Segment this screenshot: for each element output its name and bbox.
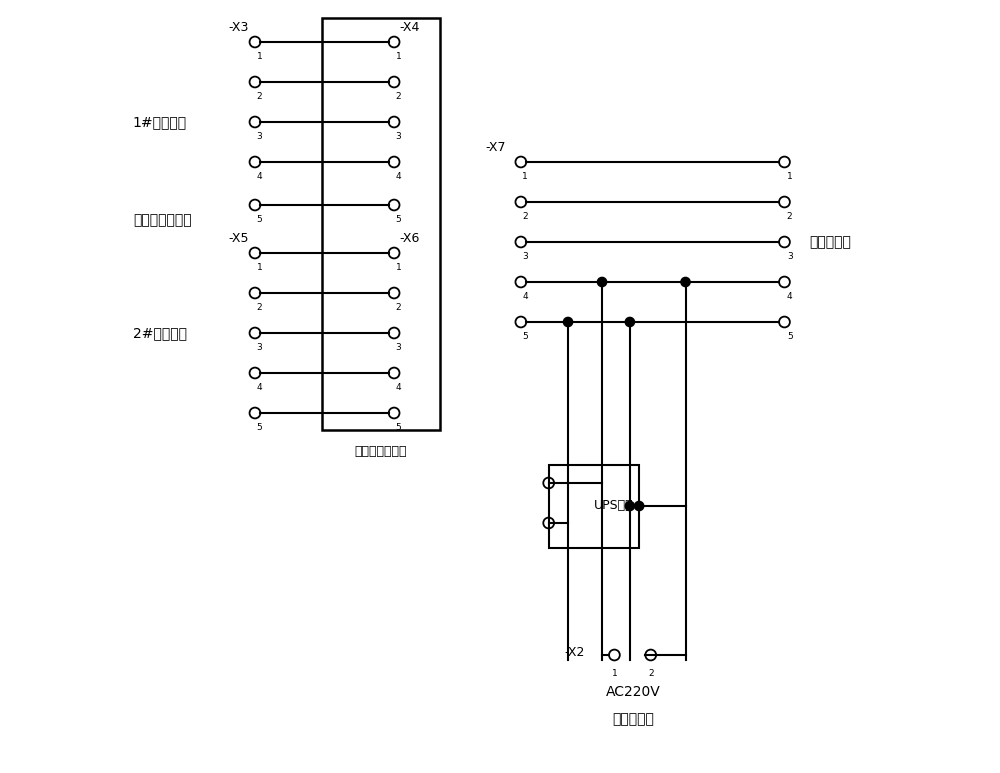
Text: 2: 2	[257, 303, 262, 312]
Circle shape	[563, 318, 573, 327]
Circle shape	[625, 502, 635, 511]
Circle shape	[597, 278, 607, 287]
Text: 4: 4	[522, 292, 528, 301]
Circle shape	[635, 502, 644, 511]
Text: 3: 3	[257, 132, 262, 141]
Text: 1#供电回路: 1#供电回路	[133, 115, 187, 129]
Text: 1: 1	[257, 263, 262, 272]
Text: 去控制回路: 去控制回路	[612, 712, 654, 726]
Text: 4: 4	[396, 172, 401, 181]
Text: 1: 1	[396, 52, 401, 61]
Text: 1: 1	[396, 263, 401, 272]
Bar	[322, 18, 440, 430]
Text: 双电源供电回路: 双电源供电回路	[133, 213, 191, 227]
Text: 1: 1	[522, 172, 528, 181]
Text: 5: 5	[257, 423, 262, 432]
Text: 5: 5	[522, 332, 528, 341]
Bar	[549, 465, 639, 548]
Text: 2: 2	[522, 212, 528, 221]
Text: 3: 3	[396, 343, 401, 352]
Text: -X4: -X4	[400, 22, 420, 34]
Text: 4: 4	[787, 292, 792, 301]
Text: UPS装置: UPS装置	[594, 499, 634, 512]
Text: 4: 4	[396, 383, 401, 392]
Text: 2: 2	[787, 212, 792, 221]
Text: 5: 5	[787, 332, 793, 341]
Text: -X6: -X6	[400, 232, 420, 245]
Text: 3: 3	[522, 252, 528, 261]
Text: 双电源切换装置: 双电源切换装置	[355, 445, 407, 458]
Circle shape	[681, 278, 690, 287]
Text: -X7: -X7	[486, 141, 506, 155]
Text: 4: 4	[257, 172, 262, 181]
Circle shape	[625, 318, 635, 327]
Text: -X3: -X3	[228, 22, 249, 34]
Text: AC220V: AC220V	[606, 685, 660, 699]
Text: 1: 1	[612, 669, 617, 678]
Text: 5: 5	[396, 423, 401, 432]
Text: 1: 1	[257, 52, 262, 61]
Text: -X2: -X2	[565, 646, 585, 659]
Text: 2: 2	[257, 92, 262, 101]
Text: 2: 2	[396, 303, 401, 312]
Text: 3: 3	[396, 132, 401, 141]
Text: 2#供电回路: 2#供电回路	[133, 326, 187, 340]
Text: 5: 5	[257, 215, 262, 224]
Text: 去动力回路: 去动力回路	[809, 235, 851, 249]
Text: 2: 2	[648, 669, 654, 678]
Text: 2: 2	[396, 92, 401, 101]
Text: 3: 3	[257, 343, 262, 352]
Text: 1: 1	[787, 172, 793, 181]
Text: -X5: -X5	[228, 232, 249, 245]
Text: 5: 5	[396, 215, 401, 224]
Text: 4: 4	[257, 383, 262, 392]
Text: 3: 3	[787, 252, 793, 261]
